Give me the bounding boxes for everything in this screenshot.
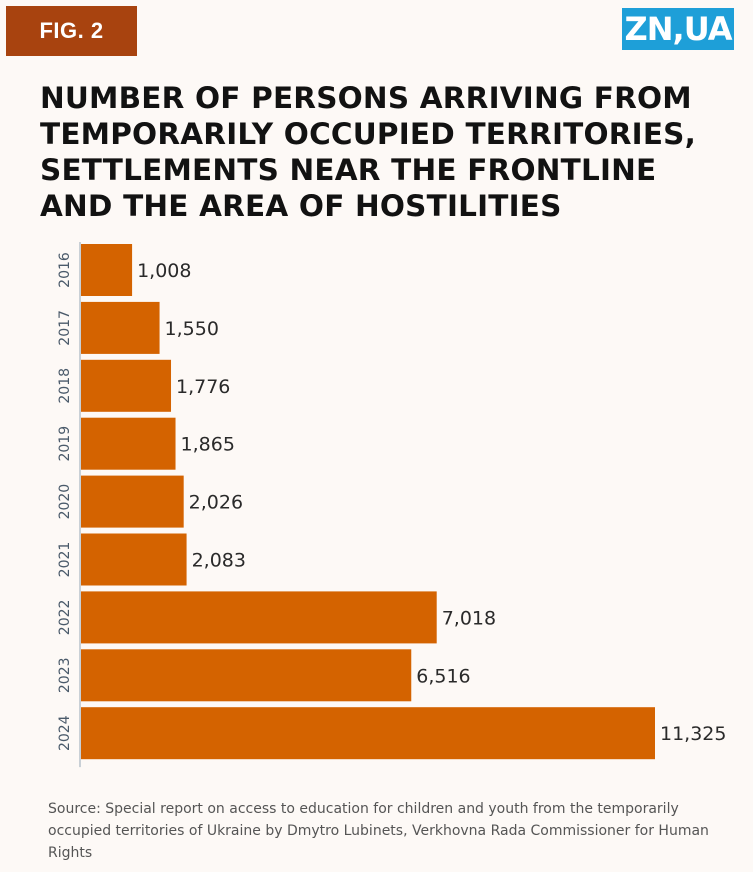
bar-2022 (81, 591, 437, 644)
bar-value-label: 1,776 (176, 376, 230, 398)
bar-value-label: 6,516 (416, 665, 470, 687)
chart-title-line: TEMPORARILY OCCUPIED TERRITORIES, (40, 117, 697, 151)
y-tick-label: 2021 (57, 542, 73, 578)
bar-2023 (81, 649, 412, 702)
y-tick-label: 2022 (57, 600, 73, 636)
chart-title-line: SETTLEMENTS NEAR THE FRONTLINE (40, 153, 657, 187)
figure-badge: FIG. 2 (6, 6, 137, 56)
bar-value-label: 11,325 (660, 723, 726, 745)
bar-2021 (81, 533, 187, 586)
bar-value-label: 2,026 (189, 492, 243, 514)
zn-ua-logo: ZN,UA (622, 8, 734, 50)
bar-value-label: 1,550 (165, 318, 219, 340)
y-tick-label: 2016 (57, 252, 73, 288)
bar-value-label: 1,008 (137, 260, 191, 282)
bar-value-label: 1,865 (181, 434, 235, 456)
bar-value-label: 7,018 (442, 607, 496, 629)
bar-value-label: 2,083 (192, 550, 246, 572)
y-tick-label: 2018 (57, 368, 73, 404)
bar-2020 (81, 475, 184, 528)
bar-2024 (81, 707, 655, 760)
bar-2016 (81, 244, 133, 296)
y-tick-label: 2024 (57, 715, 73, 751)
y-tick-label: 2017 (57, 310, 73, 346)
bar-chart: 1,008 2016 1,550 2017 1,776 2018 1,865 2019 2,02… (57, 242, 726, 768)
bar-2019 (81, 417, 176, 470)
y-tick-label: 2023 (57, 657, 73, 693)
chart-title-line: NUMBER OF PERSONS ARRIVING FROM (40, 81, 692, 115)
chart-title: NUMBER OF PERSONS ARRIVING FROM TEMPORAR… (40, 80, 730, 224)
y-tick-label: 2019 (57, 426, 73, 462)
source-note: Source: Special report on access to educ… (48, 801, 709, 861)
chart-title-line: AND THE AREA OF HOSTILITIES (40, 189, 562, 223)
y-tick-label: 2020 (57, 484, 73, 520)
bar-2018 (81, 359, 172, 412)
bar-2017 (81, 301, 160, 354)
